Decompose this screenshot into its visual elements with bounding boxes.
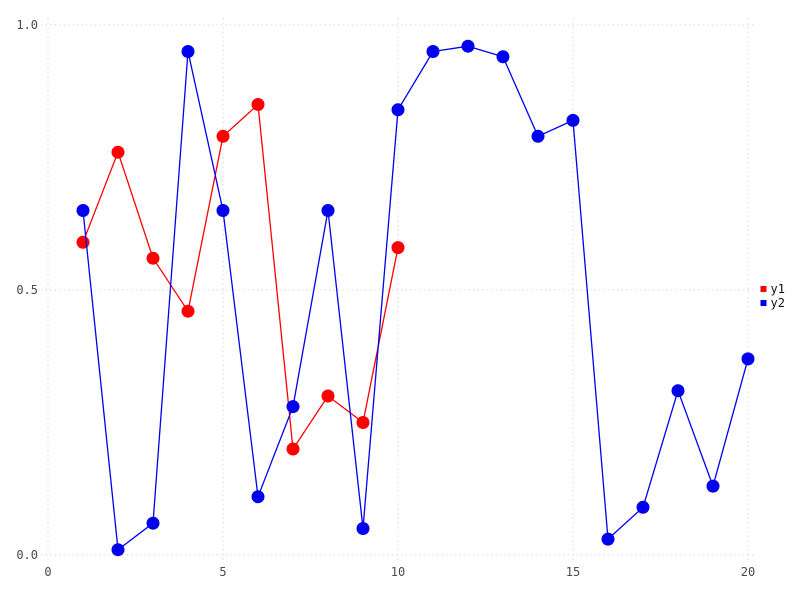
data-point-y2-x17 [636,500,650,514]
data-point-y2-x16 [601,532,615,546]
data-point-y2-x13 [496,50,510,64]
x-tick-label-10: 10 [391,565,405,579]
y-tick-label-1.0: 1.0 [16,18,38,32]
data-point-y1-x8 [321,389,335,403]
data-point-y1-x1 [76,235,90,249]
legend-swatch-y2 [760,300,767,306]
data-point-y2-x10 [391,103,405,117]
data-point-y1-x10 [391,241,405,255]
data-point-y2-x15 [566,113,580,127]
x-tick-label-15: 15 [566,565,580,579]
legend-label-y1: y1 [771,282,785,296]
data-point-y2-x18 [671,384,685,398]
data-point-y1-x2 [111,145,125,159]
y-tick-label-0.0: 0.0 [16,548,38,562]
data-point-y1-x6 [251,98,265,111]
x-tick-label-5: 5 [219,565,226,579]
series-line-y1 [82,103,399,450]
data-point-y2-x7 [286,400,300,414]
data-point-y2-x9 [356,522,370,535]
data-point-y2-x4 [181,45,195,58]
data-point-y2-x20 [741,352,755,366]
data-point-y1-x3 [146,251,160,265]
data-point-y2-x1 [76,204,90,217]
data-point-y2-x6 [251,490,265,504]
legend-entry-y1: y1 [760,282,785,296]
data-point-y2-x5 [216,204,230,217]
y-tick-label-0.5: 0.5 [16,283,38,297]
legend-entry-y2: y2 [760,296,785,310]
data-point-y2-x8 [321,204,335,217]
x-tick-label-0: 0 [44,565,51,579]
data-point-y2-x3 [146,516,160,530]
data-point-y1-x7 [286,442,300,456]
legend-label-y2: y2 [771,296,785,310]
data-point-y1-x9 [356,416,370,429]
x-tick-label-20: 20 [741,565,755,579]
data-point-y2-x19 [706,479,720,493]
series-line-y2 [82,45,749,551]
data-point-y2-x11 [426,45,440,58]
data-point-y1-x4 [181,304,195,318]
data-point-y2-x12 [461,39,475,53]
data-point-y2-x14 [531,129,545,143]
data-point-y2-x2 [111,543,125,557]
data-point-y1-x5 [216,129,230,143]
legend-swatch-y1 [760,286,767,292]
